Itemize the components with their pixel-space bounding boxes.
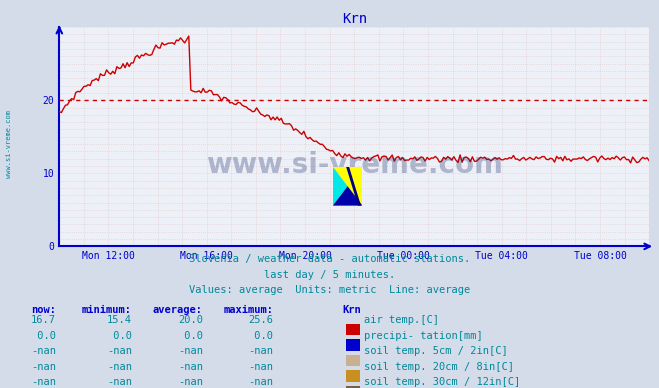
Text: 0.0: 0.0 [178, 331, 203, 341]
Text: last day / 5 minutes.: last day / 5 minutes. [264, 270, 395, 280]
Text: -nan: -nan [178, 377, 203, 387]
Text: -nan: -nan [107, 377, 132, 387]
Text: 25.6: 25.6 [248, 315, 273, 325]
Text: Slovenia / weather data - automatic stations.: Slovenia / weather data - automatic stat… [189, 254, 470, 264]
Text: -nan: -nan [107, 362, 132, 372]
Polygon shape [333, 167, 362, 206]
Text: 0.0: 0.0 [107, 331, 132, 341]
Text: 15.4: 15.4 [107, 315, 132, 325]
Text: minimum:: minimum: [82, 305, 132, 315]
Text: -nan: -nan [248, 362, 273, 372]
Text: precipi- tation[mm]: precipi- tation[mm] [364, 331, 483, 341]
Text: 16.7: 16.7 [31, 315, 56, 325]
Polygon shape [346, 167, 361, 206]
Text: www.si-vreme.com: www.si-vreme.com [206, 151, 503, 179]
Text: air temp.[C]: air temp.[C] [364, 315, 440, 325]
Text: 0.0: 0.0 [31, 331, 56, 341]
Text: -nan: -nan [31, 362, 56, 372]
Text: -nan: -nan [248, 346, 273, 356]
Text: -nan: -nan [107, 346, 132, 356]
Title: Krn: Krn [341, 12, 367, 26]
Text: 0.0: 0.0 [248, 331, 273, 341]
Text: -nan: -nan [178, 362, 203, 372]
Text: soil temp. 30cm / 12in[C]: soil temp. 30cm / 12in[C] [364, 377, 521, 387]
Text: -nan: -nan [31, 377, 56, 387]
Text: soil temp. 20cm / 8in[C]: soil temp. 20cm / 8in[C] [364, 362, 515, 372]
Text: maximum:: maximum: [223, 305, 273, 315]
Text: -nan: -nan [31, 346, 56, 356]
Text: Krn: Krn [343, 305, 361, 315]
Polygon shape [333, 167, 348, 206]
Text: average:: average: [153, 305, 203, 315]
Text: -nan: -nan [248, 377, 273, 387]
Text: Values: average  Units: metric  Line: average: Values: average Units: metric Line: aver… [189, 285, 470, 295]
Text: -nan: -nan [178, 346, 203, 356]
Text: 20.0: 20.0 [178, 315, 203, 325]
Polygon shape [333, 186, 362, 206]
Text: now:: now: [31, 305, 56, 315]
Text: soil temp. 5cm / 2in[C]: soil temp. 5cm / 2in[C] [364, 346, 508, 356]
Text: www.si-vreme.com: www.si-vreme.com [5, 109, 12, 178]
